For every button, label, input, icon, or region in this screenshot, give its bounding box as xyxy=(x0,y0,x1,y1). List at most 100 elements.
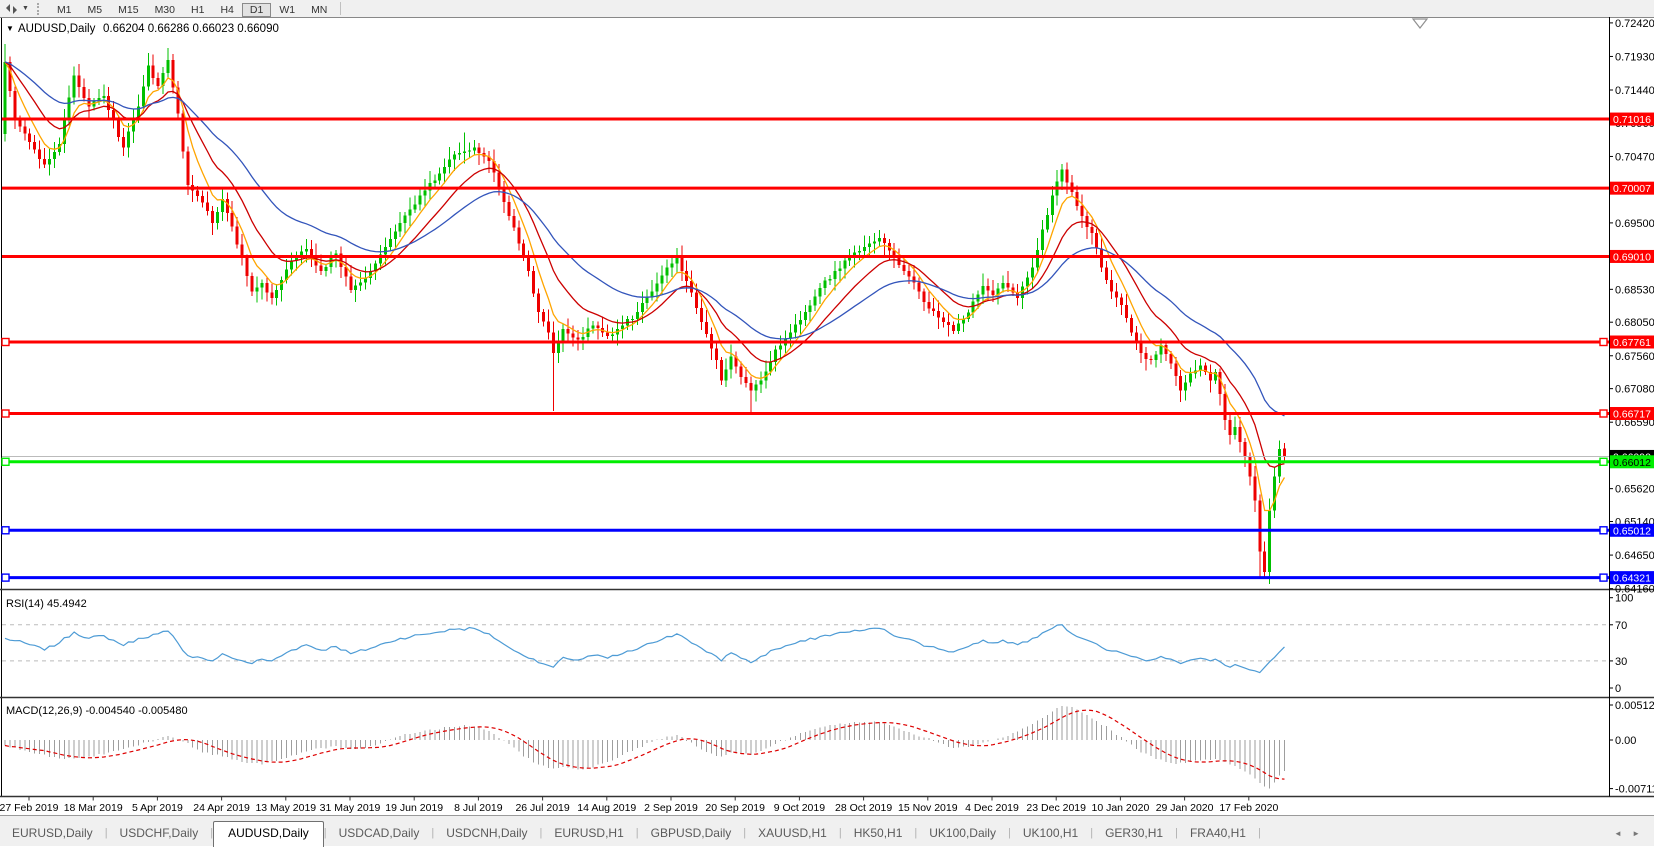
line-handle[interactable] xyxy=(1,573,10,582)
timeframe-button-m30[interactable]: M30 xyxy=(154,3,175,16)
date-label: 9 Oct 2019 xyxy=(774,802,826,814)
timeframe-button-m1[interactable]: M1 xyxy=(56,3,72,16)
tab-separator: | xyxy=(838,827,842,839)
tab-separator: | xyxy=(1090,827,1094,839)
symbol-tab-hk50-8[interactable]: HK50,H1 xyxy=(853,826,903,840)
price-label-0.64321[interactable]: 0.64321 xyxy=(1610,571,1654,585)
svg-text:0.67560: 0.67560 xyxy=(1615,351,1654,363)
date-axis[interactable]: 27 Feb 2019 18 Mar 2019 5 Apr 2019 24 Apr 2… xyxy=(0,796,1278,815)
line-handle[interactable] xyxy=(1,337,10,347)
chart-arrows-icon[interactable]: ▼ xyxy=(4,3,29,15)
line-handle[interactable] xyxy=(1599,337,1608,347)
rsi-line xyxy=(4,624,1285,674)
ma-line-32 xyxy=(4,61,1285,417)
symbol-tab-uk100-9[interactable]: UK100,Daily xyxy=(929,826,996,840)
timeframe-toolbar: ▼ M1 M5 M15 M30 H1 H4 D1 W1 MN xyxy=(0,0,1654,18)
timeframe-button-h1[interactable]: H1 xyxy=(191,3,205,16)
timeframe-button-d1[interactable]: D1 xyxy=(241,2,272,17)
price-label-0.67761[interactable]: 0.67761 xyxy=(1610,335,1654,350)
macd-signal-line xyxy=(4,709,1285,780)
date-label: 24 Apr 2019 xyxy=(193,802,250,814)
price-label-0.69010[interactable]: 0.69010 xyxy=(1610,249,1654,264)
symbol-tab-xauusd-7[interactable]: XAUUSD,H1 xyxy=(758,826,827,840)
title-collapse-icon[interactable]: ▼ xyxy=(6,24,14,33)
line-handle[interactable] xyxy=(1599,457,1608,466)
tab-separator: | xyxy=(1175,827,1178,839)
symbol-tab-eurusd-0[interactable]: EURUSD,Daily xyxy=(12,826,93,840)
timeframe-button-m15[interactable]: M15 xyxy=(118,3,139,16)
svg-text:0.70470: 0.70470 xyxy=(1615,151,1654,163)
timeframe-button-mn[interactable]: MN xyxy=(311,3,328,16)
price-label-0.70007[interactable]: 0.70007 xyxy=(1610,181,1654,196)
svg-text:0.72420: 0.72420 xyxy=(1615,18,1654,30)
svg-text:0.005121: 0.005121 xyxy=(1615,700,1654,712)
price-label-0.66012[interactable]: 0.66012 xyxy=(1610,455,1654,469)
svg-text:0.66717: 0.66717 xyxy=(1613,409,1651,421)
svg-text:0.69500: 0.69500 xyxy=(1615,218,1654,230)
tab-separator: | xyxy=(210,827,214,839)
dropdown-caret-icon[interactable]: ▼ xyxy=(22,5,29,12)
symbol-tab-fra40-12[interactable]: FRA40,H1 xyxy=(1189,826,1246,840)
tab-scroll-arrows-icon[interactable]: ◄ ► xyxy=(1613,829,1644,838)
line-handle[interactable] xyxy=(1,526,10,535)
svg-text:0.68050: 0.68050 xyxy=(1615,317,1654,329)
svg-text:0.65620: 0.65620 xyxy=(1615,484,1654,496)
tab-separator: | xyxy=(1257,827,1261,839)
svg-text:0.64650: 0.64650 xyxy=(1615,550,1654,562)
date-label: 13 May 2019 xyxy=(255,802,316,814)
toolbar-separator xyxy=(340,2,342,15)
svg-text:0.00: 0.00 xyxy=(1615,735,1636,747)
symbol-tab-ger30-11[interactable]: GER30,H1 xyxy=(1105,826,1164,840)
timeframe-button-w1[interactable]: W1 xyxy=(279,3,296,16)
date-label: 2 Sep 2019 xyxy=(644,802,698,814)
svg-text:70: 70 xyxy=(1615,620,1627,632)
svg-text:0.66590: 0.66590 xyxy=(1615,417,1654,429)
macd-label: MACD(12,26,9) -0.004540 -0.005480 xyxy=(6,705,188,717)
price-label-0.65012[interactable]: 0.65012 xyxy=(1610,523,1654,538)
symbol-tab-audusd-2[interactable]: AUDUSD,Daily xyxy=(213,821,324,847)
date-label: 17 Feb 2020 xyxy=(1219,802,1278,814)
date-label: 20 Sep 2019 xyxy=(705,802,765,814)
tab-separator: | xyxy=(743,827,747,839)
date-label: 26 Jul 2019 xyxy=(515,802,569,814)
date-label: 5 Apr 2019 xyxy=(132,802,183,814)
horizontal-level-lines[interactable] xyxy=(1,117,1609,582)
svg-text:0.67761: 0.67761 xyxy=(1613,337,1651,349)
svg-text:0.64321: 0.64321 xyxy=(1613,573,1651,585)
line-handle[interactable] xyxy=(1599,409,1608,418)
line-handle[interactable] xyxy=(1599,526,1608,535)
timeframe-button-h4[interactable]: H4 xyxy=(220,3,234,16)
date-label: 23 Dec 2019 xyxy=(1026,802,1086,814)
date-label: 19 Jun 2019 xyxy=(385,802,443,814)
svg-text:0.71930: 0.71930 xyxy=(1615,51,1654,63)
timeframe-button-m5[interactable]: M5 xyxy=(87,3,103,16)
date-label: 14 Aug 2019 xyxy=(577,802,636,814)
chart-ohlc-values: 0.66204 0.66286 0.66023 0.66090 xyxy=(103,23,279,35)
symbol-tab-uk100-10[interactable]: UK100,H1 xyxy=(1022,826,1079,840)
symbol-tab-eurusd-5[interactable]: EURUSD,H1 xyxy=(554,826,624,840)
tab-separator: | xyxy=(323,827,327,839)
chart-window[interactable]: 0.724200.719300.714400.709600.704700.699… xyxy=(0,17,1654,815)
date-label: 10 Jan 2020 xyxy=(1091,802,1149,814)
macd-panel xyxy=(4,705,1285,789)
chart-title: AUDUSD,Daily xyxy=(18,23,96,35)
price-axis[interactable]: 0.724200.719300.714400.709600.704700.699… xyxy=(1609,18,1654,796)
line-handle[interactable] xyxy=(1599,573,1608,582)
symbol-tab-usdchf-1[interactable]: USDCHF,Daily xyxy=(119,826,199,840)
svg-text:0.68530: 0.68530 xyxy=(1615,284,1654,296)
symbol-tab-gbpusd-6[interactable]: GBPUSD,Daily xyxy=(650,826,732,840)
timeframe-buttons: M1 M5 M15 M30 H1 H4 D1 W1 MN xyxy=(49,0,335,18)
chart-frame xyxy=(0,17,1654,798)
toolbar-grip[interactable] xyxy=(36,2,44,15)
line-handle[interactable] xyxy=(1,409,10,418)
price-label-0.66717[interactable]: 0.66717 xyxy=(1610,407,1654,421)
symbol-tab-usdcnh-4[interactable]: USDCNH,Daily xyxy=(446,826,528,840)
svg-text:0.67080: 0.67080 xyxy=(1615,384,1654,396)
symbol-tab-usdcad-3[interactable]: USDCAD,Daily xyxy=(338,826,420,840)
line-handle[interactable] xyxy=(1,457,10,466)
rsi-panel xyxy=(2,624,1609,674)
date-label: 31 May 2019 xyxy=(320,802,381,814)
chart-shift-marker-icon[interactable] xyxy=(1411,18,1429,29)
svg-text:0.70007: 0.70007 xyxy=(1613,183,1651,195)
price-label-0.71016[interactable]: 0.71016 xyxy=(1610,112,1654,127)
